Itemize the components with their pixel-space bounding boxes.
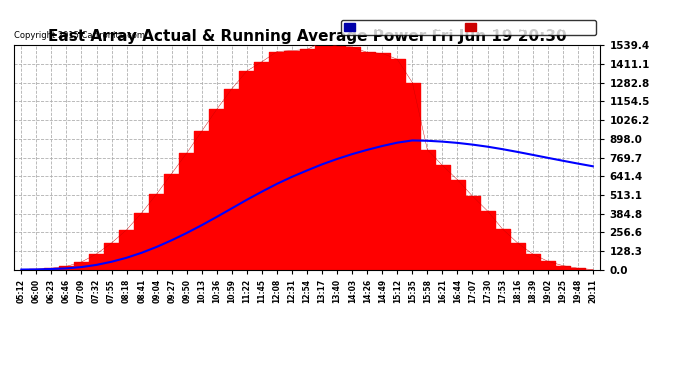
Title: East Array Actual & Running Average Power Fri Jun 19 20:30: East Array Actual & Running Average Powe… <box>48 29 566 44</box>
Text: Copyright 2015 Cartronics.com: Copyright 2015 Cartronics.com <box>14 32 145 40</box>
Legend: Average  (DC Watts), East Array  (DC Watts): Average (DC Watts), East Array (DC Watts… <box>341 20 595 34</box>
